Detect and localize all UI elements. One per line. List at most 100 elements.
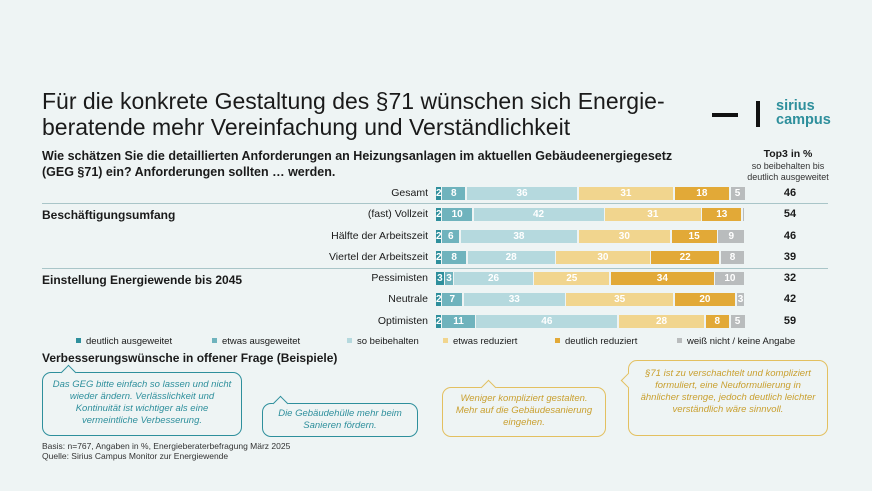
- bar-segment: 6: [442, 230, 460, 243]
- quote-bubble-4: §71 ist zu verschachtelt und kompliziert…: [620, 360, 828, 436]
- footnotes: Basis: n=767, Angaben in %, Energieberat…: [42, 441, 290, 461]
- top3-value: 54: [783, 208, 797, 220]
- legend-label: deutlich reduziert: [565, 336, 638, 347]
- top3-value: 39: [783, 251, 797, 263]
- bar-segment: 2: [436, 315, 441, 328]
- bar-segment: 15: [671, 230, 717, 243]
- legend-swatch: [212, 338, 217, 343]
- row-label: Pessimisten: [371, 272, 428, 284]
- legend-swatch: [76, 338, 81, 343]
- bar-segment: 3: [436, 272, 444, 285]
- top3-value: 32: [783, 272, 797, 284]
- legend-item: deutlich reduziert: [555, 336, 637, 347]
- legend-swatch: [555, 338, 560, 343]
- bar-segment: 2: [436, 230, 441, 243]
- legend-label: deutlich ausgeweitet: [86, 336, 173, 347]
- bar-segment: 36: [467, 187, 578, 200]
- bar-segment: 8: [720, 251, 745, 264]
- bar-segment: 25: [534, 272, 610, 285]
- quote-bubble-1: Das GEG bitte einfach so lassen und nich…: [42, 364, 242, 436]
- bar-segment: 26: [454, 272, 533, 285]
- bar-segment: 46: [476, 315, 618, 328]
- logo-line-1: sirius: [776, 98, 815, 114]
- bar-segment: 8: [442, 251, 467, 264]
- quote-text: Weniger kompliziert gestalten. Mehr auf …: [455, 393, 593, 428]
- bar-segment: 8: [705, 315, 729, 328]
- legend-swatch: [677, 338, 682, 343]
- row-label: Viertel der Arbeitszeit: [328, 251, 428, 263]
- section-title-quotes: Verbesserungswünsche in offener Frage (B…: [42, 351, 338, 365]
- separator-line: [42, 203, 828, 204]
- bar-segment: 11: [442, 315, 475, 328]
- bar-segment: 35: [566, 293, 674, 306]
- bubble-tail: [60, 364, 77, 381]
- bar-segment: 22: [651, 251, 720, 264]
- legend-label: etwas reduziert: [453, 336, 518, 347]
- bubble-tail: [620, 372, 637, 389]
- sirius-campus-logo: sirius campus: [776, 98, 831, 128]
- bar-segment: 13: [702, 208, 742, 221]
- top3-header-title: Top3 in %: [763, 148, 813, 160]
- quote-text: Die Gebäudehülle mehr beim Sanieren förd…: [278, 408, 402, 431]
- bar-segment: [742, 208, 745, 221]
- bar-segment: 3: [736, 293, 745, 306]
- bar-segment: 2: [436, 187, 441, 200]
- top3-value: 42: [783, 293, 797, 305]
- legend-item: deutlich ausgeweitet: [76, 336, 172, 347]
- row-label: Neutrale: [388, 293, 428, 305]
- legend-swatch: [443, 338, 448, 343]
- bar-segment: 20: [674, 293, 736, 306]
- source-note: Quelle: Sirius Campus Monitor zur Energi…: [42, 451, 229, 461]
- bar-segment: 8: [442, 187, 466, 200]
- legend-item: etwas reduziert: [443, 336, 517, 347]
- bar-segment: 7: [442, 293, 463, 306]
- bar-segment: 42: [473, 208, 604, 221]
- bar-segment: 30: [556, 251, 650, 264]
- legend-label: weiß nicht / keine Angabe: [687, 336, 796, 347]
- quote-bubble-2: Die Gebäudehülle mehr beim Sanieren förd…: [262, 395, 418, 437]
- legend-label: etwas ausgeweitet: [222, 336, 301, 347]
- legend-label: so beibehalten: [357, 336, 419, 347]
- legend-item: weiß nicht / keine Angabe: [677, 336, 795, 347]
- group-label-employment: Beschäftigungsumfang: [42, 208, 176, 222]
- bar-segment: 2: [436, 293, 441, 306]
- top3-header: Top3 in % so beibehalten bis deutlich au…: [736, 148, 840, 182]
- row-label: Optimisten: [377, 315, 428, 327]
- top3-header-sub: so beibehalten bis deutlich ausgeweitet: [747, 161, 829, 182]
- bar-segment: 30: [578, 230, 671, 243]
- top3-value: 46: [783, 187, 797, 199]
- legend-item: etwas ausgeweitet: [212, 336, 300, 347]
- bar-segment: 5: [730, 315, 745, 328]
- legend-item: so beibehalten: [347, 336, 419, 347]
- bar-segment: 3: [445, 272, 453, 285]
- bar-segment: 34: [610, 272, 714, 285]
- bar-segment: 38: [460, 230, 578, 243]
- bar-segment: 31: [605, 208, 701, 221]
- logo-line-2: campus: [776, 112, 831, 128]
- bar-segment: 2: [436, 208, 441, 221]
- bar-segment: 10: [715, 272, 745, 285]
- row-label: Hälfte der Arbeitszeit: [331, 230, 428, 242]
- quote-text: Das GEG bitte einfach so lassen und nich…: [52, 379, 232, 426]
- bar-segment: 31: [578, 187, 674, 200]
- bar-segment: 10: [442, 208, 473, 221]
- bar-segment: 33: [463, 293, 565, 306]
- row-label: Gesamt: [391, 187, 428, 199]
- bar-segment: 2: [436, 251, 441, 264]
- bar-segment: 5: [730, 187, 745, 200]
- legend-swatch: [347, 338, 352, 343]
- bar-segment: 9: [718, 230, 745, 243]
- row-label: (fast) Vollzeit: [367, 208, 428, 220]
- quote-text: §71 ist zu verschachtelt und kompliziert…: [640, 368, 816, 415]
- group-label-energy-transition: Einstellung Energiewende bis 2045: [42, 273, 243, 287]
- top3-value: 59: [783, 315, 797, 327]
- chart-question: Wie schätzen Sie die detaillierten Anfor…: [42, 149, 673, 179]
- sirius-campus-logo-mark: [712, 101, 760, 127]
- top3-value: 46: [783, 230, 797, 242]
- separator-line: [42, 268, 828, 269]
- quote-bubble-3: Weniger kompliziert gestalten. Mehr auf …: [442, 379, 606, 437]
- basis-note: Basis: n=767, Angaben in %, Energieberat…: [42, 441, 291, 451]
- bar-segment: 28: [618, 315, 705, 328]
- page-title: Für die konkrete Gestaltung des §71 wüns…: [42, 88, 665, 140]
- bar-segment: 28: [467, 251, 555, 264]
